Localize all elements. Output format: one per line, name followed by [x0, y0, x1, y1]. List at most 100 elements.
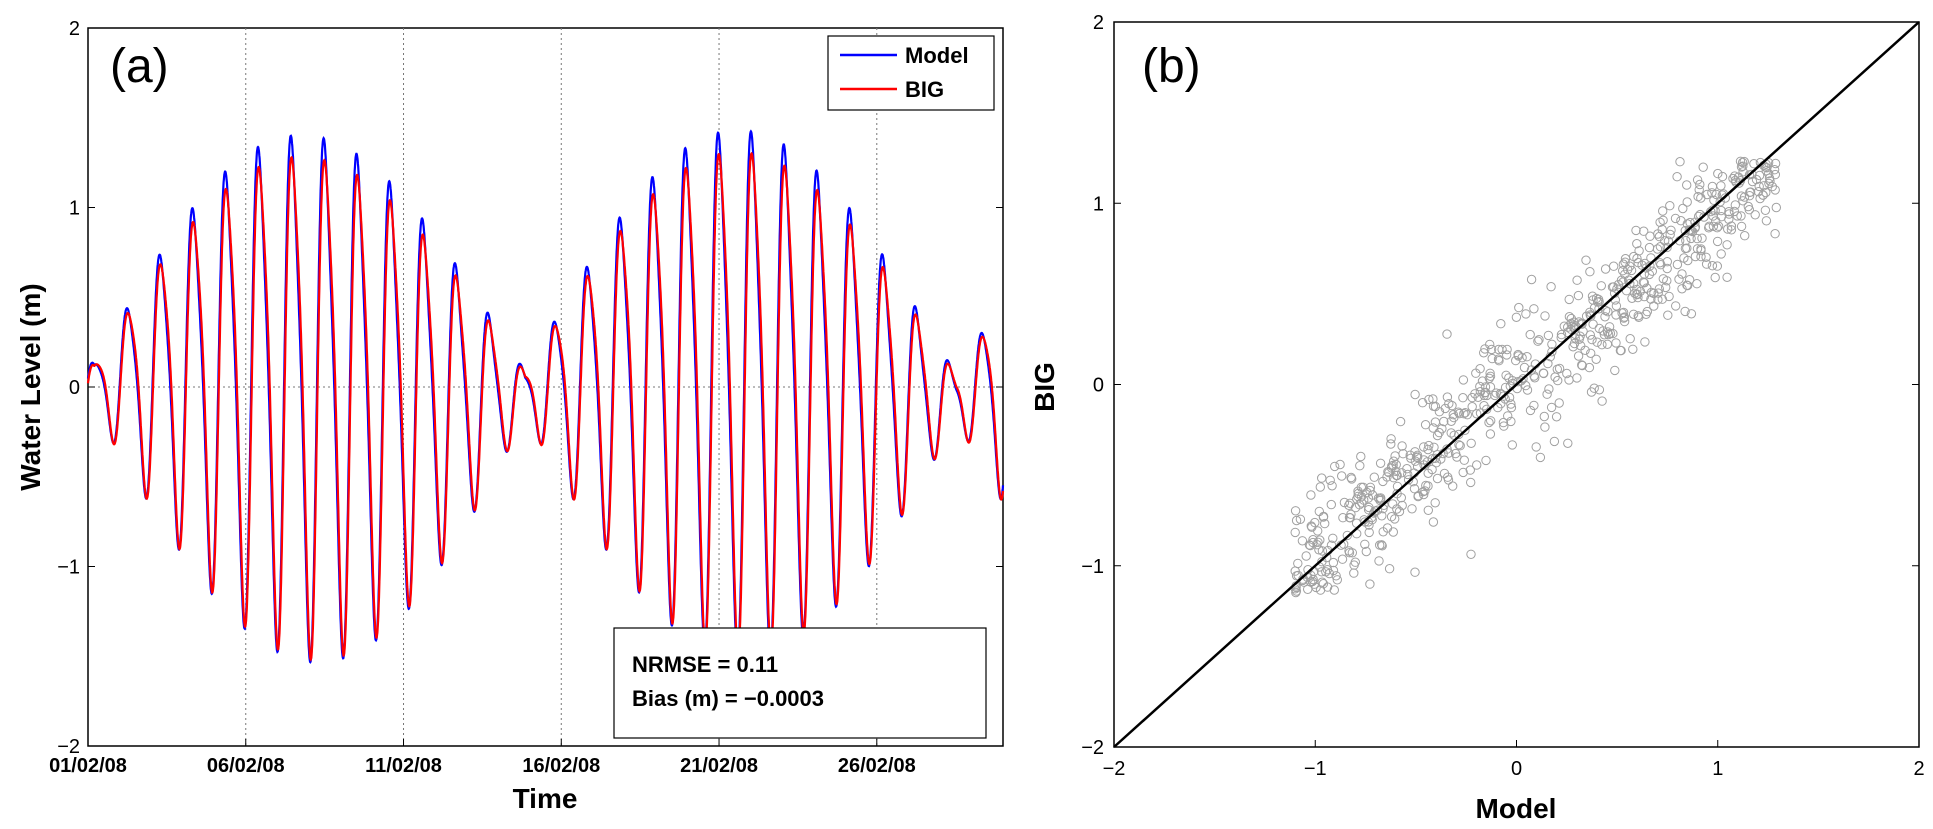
scatter-point [1587, 334, 1597, 345]
scatter-point [1553, 375, 1563, 386]
scatter-point [1586, 387, 1597, 397]
b-y-tick-label: 2 [1093, 12, 1104, 34]
scatter-point [1533, 336, 1543, 346]
scatter-point [1325, 475, 1335, 485]
scatter-point [1326, 540, 1337, 550]
scatter-point [1611, 338, 1621, 348]
scatter-point [1417, 398, 1428, 408]
scatter-point [1485, 429, 1496, 439]
scatter-point [1475, 364, 1485, 374]
scatter-point [1458, 393, 1468, 403]
scatter-point [1466, 549, 1476, 559]
scatter-point [1663, 310, 1673, 320]
y-tick-label: −2 [57, 736, 80, 758]
y-tick-label: −1 [57, 557, 80, 579]
scatter-point [1434, 427, 1444, 438]
scatter-point [1740, 231, 1750, 241]
scatter-point [1639, 226, 1649, 236]
scatter-point [1618, 307, 1629, 318]
scatter-point [1499, 391, 1509, 401]
scatter-point [1317, 473, 1327, 483]
scatter-point [1713, 168, 1723, 179]
scatter-point [1568, 342, 1578, 352]
scatter-point [1420, 420, 1431, 430]
scatter-point [1374, 556, 1384, 566]
scatter-point [1349, 568, 1359, 578]
scatter-point [1432, 473, 1443, 484]
b-y-tick-label: 1 [1093, 193, 1104, 215]
scatter-point [1625, 334, 1635, 344]
scatter-point [1754, 181, 1764, 192]
scatter-point [1708, 221, 1719, 232]
scatter-point [1596, 281, 1607, 291]
scatter-point [1522, 385, 1533, 395]
scatter-point [1744, 191, 1755, 201]
scatter-point [1529, 400, 1539, 411]
scatter-point [1575, 331, 1585, 341]
scatter-point [1397, 500, 1407, 511]
scatter-point [1547, 339, 1557, 349]
panel-a-ticks: 01/02/08 06/02/08 11/02/08 16/02/08 21/02/08… [49, 18, 1003, 777]
scatter-point [1692, 233, 1702, 244]
scatter-point [1364, 527, 1374, 538]
scatter-point [1716, 249, 1726, 259]
scatter-point [1430, 498, 1440, 508]
scatter-point [1597, 340, 1607, 350]
scatter-point [1314, 545, 1324, 555]
panel-a-stats-box: NRMSE = 0.11 Bias (m) = −0.0003 [613, 627, 987, 739]
scatter-point [1632, 239, 1642, 249]
scatter-point [1597, 396, 1607, 406]
scatter-point [1363, 505, 1374, 515]
scatter-point [1499, 421, 1509, 431]
scatter-point [1677, 269, 1687, 279]
scatter-point [1640, 337, 1650, 347]
scatter-point [1423, 444, 1433, 455]
panel-a-axes-frame [87, 27, 1004, 747]
scatter-point [1680, 306, 1690, 317]
scatter-point [1611, 301, 1622, 311]
x-tick-label: 26/02/08 [838, 755, 916, 777]
scatter-point [1484, 417, 1494, 428]
scatter-point [1767, 181, 1778, 192]
scatter-point [1360, 539, 1370, 549]
scatter-point [1335, 459, 1345, 470]
scatter-point [1337, 554, 1348, 564]
scatter-point [1682, 180, 1692, 190]
scatter-point [1412, 461, 1423, 472]
scatter-point [1466, 477, 1476, 488]
scatter-point [1602, 327, 1613, 337]
x-tick-label: 16/02/08 [522, 755, 600, 777]
scatter-point [1305, 540, 1316, 551]
scatter-point [1291, 515, 1302, 526]
scatter-point [1573, 351, 1584, 361]
scatter-point [1577, 360, 1588, 371]
scatter-point [1540, 311, 1550, 321]
scatter-point [1407, 504, 1417, 514]
b-x-tick-label: 2 [1913, 758, 1924, 780]
x-tick-label: 06/02/08 [207, 755, 285, 777]
scatter-point [1754, 170, 1765, 181]
scatter-point [1308, 535, 1318, 545]
b-x-tick-label: −2 [1103, 758, 1126, 780]
scatter-point [1662, 242, 1672, 253]
scatter-point [1313, 526, 1323, 536]
scatter-point [1410, 447, 1420, 457]
scatter-point [1439, 468, 1450, 479]
scatter-point [1655, 217, 1665, 228]
scatter-point [1405, 450, 1415, 460]
scatter-point [1672, 259, 1683, 270]
scatter-point [1678, 203, 1688, 214]
scatter-point [1355, 461, 1365, 471]
scatter-point [1573, 290, 1584, 301]
scatter-point [1529, 304, 1539, 314]
y-tick-label: 1 [69, 198, 80, 220]
scatter-point [1658, 274, 1669, 284]
x-tick-label: 11/02/08 [365, 755, 442, 777]
scatter-point [1539, 411, 1550, 422]
scatter-point [1459, 455, 1470, 465]
scatter-point [1412, 452, 1423, 463]
scatter-point [1737, 157, 1748, 168]
scatter-point [1771, 202, 1782, 213]
scatter-point [1670, 213, 1681, 224]
scatter-point [1671, 301, 1681, 311]
